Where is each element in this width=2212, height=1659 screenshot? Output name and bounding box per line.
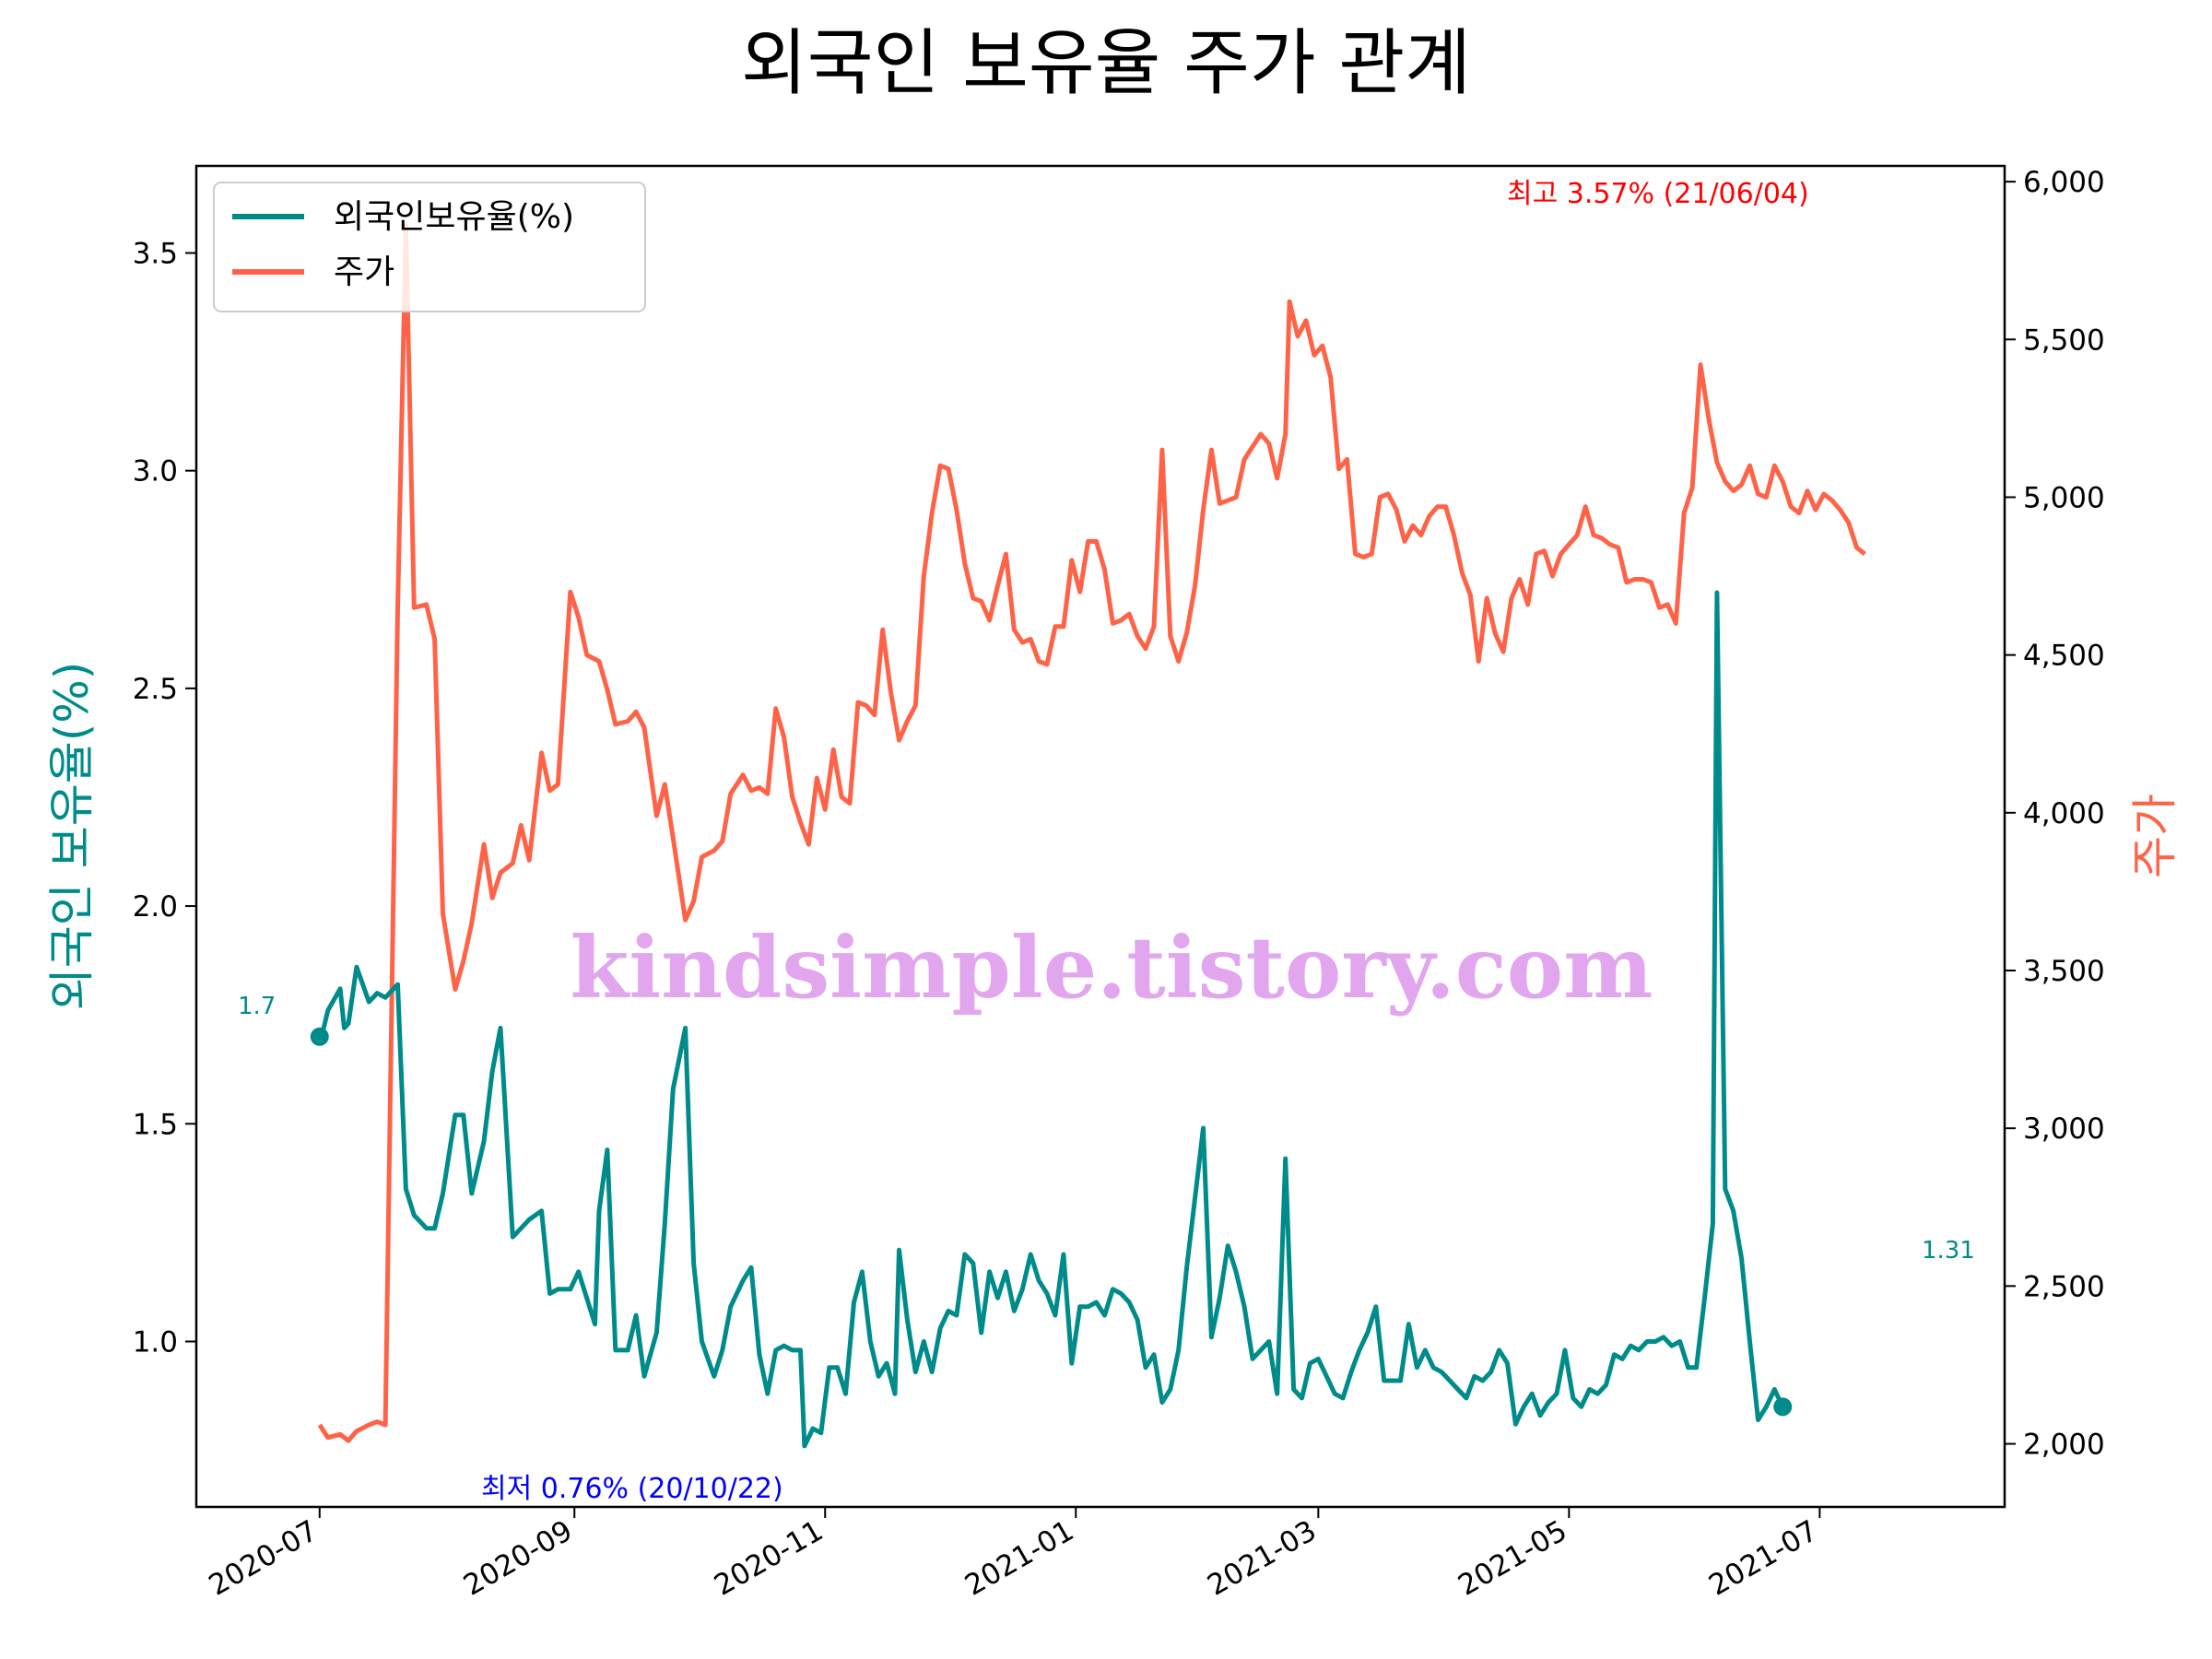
annotation-layer: 최고 3.57% (21/06/04) 최저 0.76% (20/10/22) … xyxy=(238,178,1975,1505)
series-line-ratio xyxy=(317,590,1785,1449)
y-left-tick-label: 3.0 xyxy=(133,455,178,488)
legend-label-ratio: 외국인보유율(%) xyxy=(334,198,574,236)
y-left-tick-label: 2.5 xyxy=(133,673,178,706)
y-right-tick-label: 4,000 xyxy=(2023,797,2105,830)
y-right-tick-label: 5,500 xyxy=(2023,324,2105,357)
y-axis-left-label: 외국인 보유율(%) xyxy=(45,662,99,1010)
start-value-label: 1.7 xyxy=(238,993,276,1020)
y-left-tick-label: 3.5 xyxy=(133,237,178,270)
max-annotation: 최고 3.57% (21/06/04) xyxy=(1507,178,1809,210)
y-axis-right-label: 주가 xyxy=(2128,794,2182,878)
y-left-tick-label: 2.0 xyxy=(133,890,178,924)
chart-legend: 외국인보유율(%) 주가 xyxy=(213,182,646,312)
y-left-tick-label: 1.0 xyxy=(133,1325,178,1359)
y-right-tick-label: 4,500 xyxy=(2023,640,2105,673)
y-right-tick-label: 3,000 xyxy=(2023,1112,2105,1146)
series-layer xyxy=(310,223,1866,1449)
plot-area-frame xyxy=(194,164,2006,1509)
end-point-marker xyxy=(1773,1397,1793,1417)
y-right-tick-label: 6,000 xyxy=(2023,166,2105,199)
start-point-marker xyxy=(310,1027,329,1046)
y-right-tick-label: 2,000 xyxy=(2023,1429,2105,1462)
legend-label-price: 주가 xyxy=(334,253,394,291)
end-value-label: 1.31 xyxy=(1922,1237,1975,1265)
series-line-price xyxy=(317,223,1866,1443)
y-right-tick-label: 2,500 xyxy=(2023,1270,2105,1303)
legend-box xyxy=(213,182,646,312)
watermark-text: kindsimple.tistory.com xyxy=(570,918,1653,1018)
y-right-tick-label: 5,000 xyxy=(2023,481,2105,514)
chart-title: 외국인 보유율 주가 관계 xyxy=(741,22,1471,105)
y-left-tick-label: 1.5 xyxy=(133,1108,178,1141)
y-right-tick-label: 3,500 xyxy=(2023,955,2105,988)
min-annotation: 최저 0.76% (20/10/22) xyxy=(481,1473,783,1505)
